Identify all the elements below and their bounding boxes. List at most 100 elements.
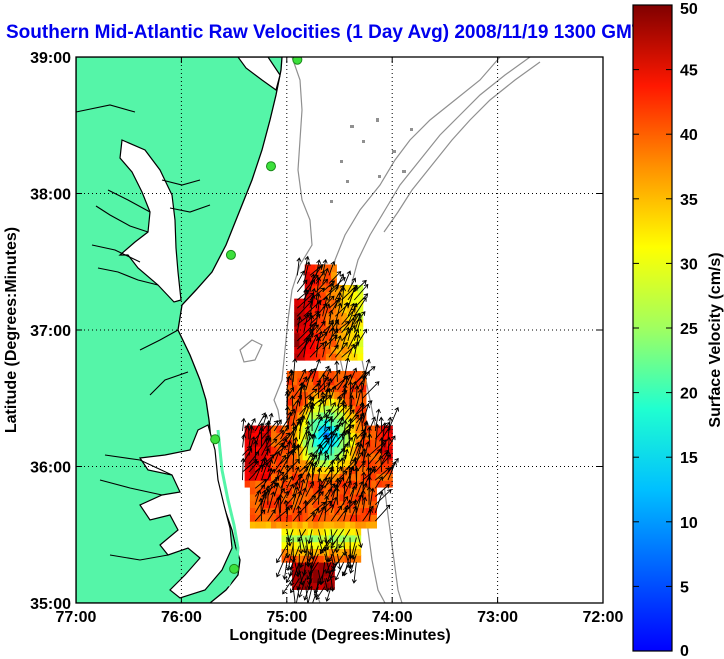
velocity-cell (339, 534, 346, 543)
velocity-cell (339, 555, 346, 563)
velocity-cell (260, 466, 267, 474)
velocity-cell (249, 500, 256, 509)
pamlico-sound (138, 424, 233, 599)
velocity-cell (302, 480, 309, 488)
velocity-cell (286, 466, 293, 474)
velocity-cell (307, 521, 314, 529)
velocity-cell (318, 521, 325, 529)
velocity-cell (355, 521, 362, 529)
velocity-cell (292, 432, 298, 440)
velocity-cell (286, 473, 293, 481)
velocity-cell (336, 319, 343, 327)
colorbar-tick-label: 5 (680, 579, 689, 596)
velocity-arrow (347, 302, 355, 317)
velocity-cell (302, 411, 309, 420)
velocity-arrow (308, 537, 314, 556)
velocity-cell (270, 521, 277, 529)
velocity-arrow (323, 529, 338, 552)
velocity-arrow (267, 442, 284, 465)
x-axis-ticks: 77:00 76:00 75:00 74:00 73:00 72:00 (56, 57, 624, 626)
velocity-cell (346, 339, 353, 347)
velocity-cell (339, 411, 346, 420)
velocity-cell (328, 370, 335, 379)
velocity-cell (350, 521, 356, 529)
velocity-arrow (297, 312, 313, 325)
velocity-cell (313, 527, 320, 536)
velocity-cell (360, 507, 367, 515)
velocity-cell (346, 291, 353, 300)
velocity-cell (386, 459, 393, 468)
velocity-arrow (324, 553, 332, 575)
velocity-cell (381, 459, 388, 468)
velocity-arrow (328, 271, 342, 284)
radar-station-marker (265, 161, 276, 172)
velocity-cell (323, 555, 330, 563)
velocity-arrow (285, 537, 291, 559)
colorbar-tick-label: 40 (680, 127, 698, 144)
velocity-cell (309, 305, 316, 313)
velocity-cell (297, 514, 304, 522)
velocity-cell (304, 325, 311, 334)
velocity-cell (357, 284, 364, 293)
velocity-cell (286, 425, 293, 433)
velocity-cell (318, 425, 325, 433)
velocity-cell (270, 493, 277, 502)
velocity-cell (344, 473, 351, 481)
velocity-cell (302, 541, 309, 549)
velocity-cell (270, 446, 277, 454)
colorbar-tick-label: 20 (680, 386, 698, 403)
velocity-cell (302, 514, 309, 522)
velocity-cell (255, 500, 262, 509)
velocity-cell (292, 534, 298, 543)
colorbar-tick-label: 25 (680, 321, 698, 338)
y-tick-label: 36:00 (30, 460, 71, 477)
velocity-arrow (362, 358, 371, 383)
velocity-cell (344, 514, 351, 522)
velocity-cell (249, 446, 256, 454)
velocity-cell (281, 548, 288, 556)
velocity-cell (323, 425, 330, 433)
velocity-arrow (355, 529, 363, 549)
velocity-cell (307, 514, 314, 522)
velocity-cell (325, 291, 332, 300)
velocity-cell (320, 346, 327, 354)
velocity-cell (355, 486, 362, 495)
x-tick-label: 73:00 (477, 609, 518, 626)
velocity-arrow (381, 422, 388, 448)
velocity-cell (294, 325, 301, 334)
velocity-arrow (286, 386, 294, 399)
velocity-cell (346, 312, 353, 320)
velocity-cell (313, 521, 320, 529)
velocity-cell (313, 405, 320, 413)
velocity-cell (328, 548, 335, 556)
velocity-arrow (368, 416, 376, 432)
velocity-cell (344, 405, 351, 413)
velocity-cell (313, 432, 320, 440)
velocity-arrow (322, 295, 335, 309)
velocity-cell (339, 466, 346, 474)
velocity-arrow (387, 406, 400, 432)
velocity-arrow (289, 561, 300, 587)
velocity-cell (371, 432, 377, 440)
velocity-arrow (315, 330, 323, 350)
velocity-arrow (284, 405, 290, 423)
velocity-cell (323, 384, 330, 393)
velocity-cell (323, 521, 330, 529)
velocity-arrow (338, 529, 351, 549)
velocity-cell (350, 534, 356, 543)
velocity-cell (302, 473, 309, 481)
velocity-cell (270, 432, 277, 440)
velocity-cell (281, 521, 288, 529)
velocity-cell (371, 425, 377, 433)
velocity-cell (260, 446, 267, 454)
velocity-cell (249, 439, 256, 447)
velocity-arrow (362, 420, 369, 440)
velocity-arrow (324, 578, 330, 593)
velocity-arrow (318, 408, 331, 424)
velocity-cell (286, 384, 293, 393)
velocity-cell (307, 391, 314, 399)
velocity-arrow (337, 404, 353, 424)
land-mass (76, 57, 283, 603)
velocity-cell (286, 527, 293, 536)
velocity-arrow (308, 394, 314, 415)
